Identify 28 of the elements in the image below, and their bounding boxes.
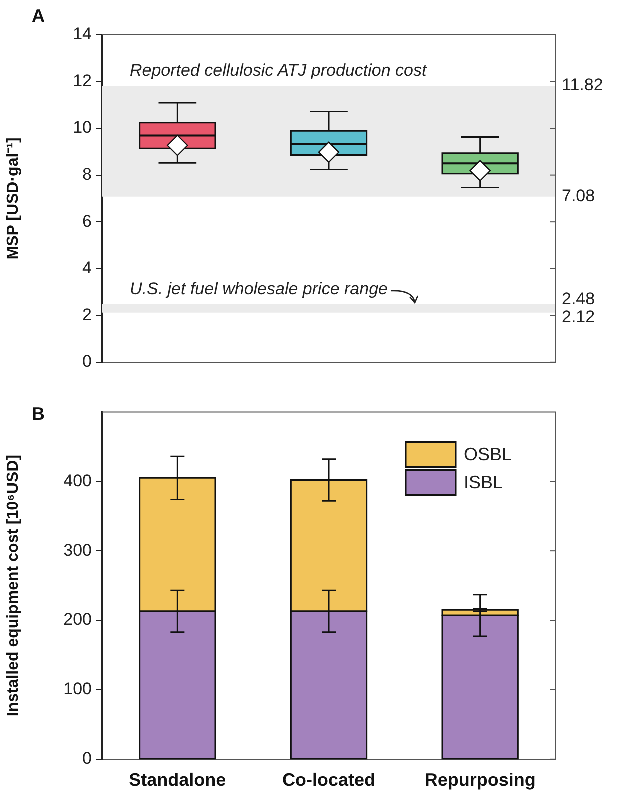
chart-title: A	[32, 6, 45, 26]
y-axis-title: Installed equipment cost [10⁶USD]	[5, 454, 22, 717]
x-tick-label: Repurposing	[424, 770, 536, 790]
y2-tick-label: 7.08	[562, 186, 596, 206]
legend-label: OSBL	[464, 444, 512, 465]
x-tick-label: Co-located	[282, 770, 376, 790]
y-tick-label: 12	[73, 71, 92, 90]
y2-tick-label: 2.48	[562, 289, 596, 308]
chart-title: B	[32, 404, 45, 424]
y2-tick-label: 2.12	[562, 307, 596, 326]
y-tick-label: 10	[73, 118, 92, 138]
band-label: Reported cellulosic ATJ production cost	[130, 61, 428, 80]
y-tick-label: 2	[82, 305, 92, 324]
y-tick-label: 400	[64, 471, 92, 490]
y-tick-label: 0	[82, 749, 92, 768]
y2-tick-label: 11.82	[562, 76, 604, 95]
band-label: U.S. jet fuel wholesale price range	[130, 280, 388, 299]
y-tick-label: 14	[73, 24, 92, 44]
x-tick-label: Standalone	[129, 770, 226, 790]
legend-label: ISBL	[464, 472, 504, 493]
y-tick-label: 4	[82, 258, 92, 278]
y-tick-label: 300	[64, 540, 92, 560]
y-tick-label: 8	[82, 165, 92, 184]
y-tick-label: 6	[82, 212, 92, 231]
y-tick-label: 200	[64, 610, 92, 630]
y-tick-label: 100	[64, 680, 92, 699]
y-axis-title: MSP [USD·gal⁻¹]	[5, 138, 22, 260]
y-tick-label: 0	[82, 352, 92, 372]
